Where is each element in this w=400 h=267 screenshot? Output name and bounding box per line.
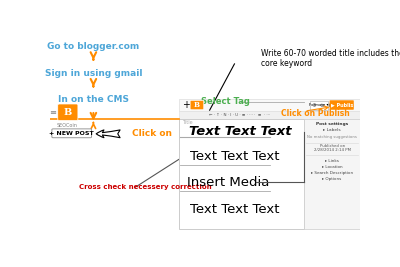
Text: ← · ↑ · N · I · U · ≡ · ··· ·  ≡  · ···: ← · ↑ · N · I · U · ≡ · ··· · ≡ · ··· (208, 113, 270, 117)
Text: SEOCoin: SEOCoin (56, 123, 77, 128)
FancyBboxPatch shape (330, 100, 354, 110)
Text: ▸ Links: ▸ Links (325, 159, 339, 163)
Text: Click on: Click on (132, 129, 172, 138)
FancyBboxPatch shape (179, 111, 360, 119)
Text: Text Text Text: Text Text Text (190, 203, 279, 216)
Text: ≡: ≡ (50, 108, 57, 117)
Text: No matching suggestions: No matching suggestions (307, 135, 357, 139)
Text: Sign in using gmail: Sign in using gmail (45, 69, 142, 78)
Text: Formate ▾: Formate ▾ (309, 103, 328, 107)
FancyBboxPatch shape (179, 99, 360, 111)
FancyBboxPatch shape (304, 119, 360, 229)
Text: Insert Media: Insert Media (187, 176, 270, 189)
Text: In on the CMS: In on the CMS (58, 95, 129, 104)
FancyBboxPatch shape (52, 129, 92, 138)
FancyBboxPatch shape (190, 100, 204, 110)
Text: Title: Title (182, 120, 192, 125)
Text: Cross check necessery correction: Cross check necessery correction (80, 184, 212, 190)
FancyBboxPatch shape (58, 104, 78, 120)
Text: ▸ Search Description: ▸ Search Description (311, 171, 353, 175)
FancyBboxPatch shape (310, 100, 328, 109)
Text: ▸ Location: ▸ Location (322, 165, 342, 169)
Text: +: + (182, 100, 190, 110)
Text: B: B (194, 101, 200, 109)
Text: ▶ Publis: ▶ Publis (330, 103, 353, 108)
Text: Select Tag: Select Tag (201, 97, 250, 107)
Text: ▸ Labels: ▸ Labels (323, 128, 341, 132)
Text: Post settings: Post settings (316, 121, 348, 125)
Text: Click on Publish: Click on Publish (281, 109, 350, 118)
FancyBboxPatch shape (179, 119, 304, 229)
Text: B: B (64, 108, 72, 117)
Text: + NEW POST: + NEW POST (49, 131, 93, 136)
Text: Published on
2/28/2014 2:14 PM: Published on 2/28/2014 2:14 PM (314, 144, 350, 152)
Text: ⚙  ≡  ●: ⚙ ≡ ● (312, 103, 334, 108)
Text: Text Text Text: Text Text Text (190, 150, 279, 163)
Text: Write 60-70 worded title includes the
core keyword: Write 60-70 worded title includes the co… (261, 49, 400, 68)
Text: Go to blogger.com: Go to blogger.com (47, 42, 140, 51)
Text: ▸ Options: ▸ Options (322, 177, 342, 181)
Text: Text Text Text: Text Text Text (189, 125, 292, 138)
